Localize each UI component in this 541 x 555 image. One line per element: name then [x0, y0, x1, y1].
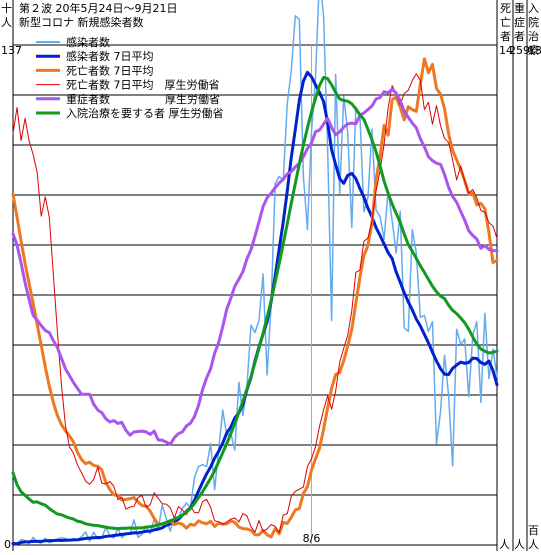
legend-label-deaths_mhlw: 死亡者数 7日平均 厚生労働省	[66, 78, 220, 92]
legend-label-hospital: 入院治療を要する者 厚生労働省	[66, 106, 224, 120]
right-unit-deaths: 人	[499, 538, 510, 551]
right-unit-hospital: 人	[528, 538, 539, 551]
x-tick-label: 8/6	[303, 532, 321, 545]
right-header-char: 症	[514, 15, 525, 29]
right-unit-hospital: 百	[528, 524, 539, 537]
series-line-cases_ma	[11, 70, 499, 546]
series-line-deaths_mhlw	[12, 73, 498, 534]
right-header-char: 重	[514, 1, 525, 15]
series-line-hospital	[11, 75, 499, 531]
y-tick-right-hospital: 137	[528, 44, 541, 57]
left-unit-char: 人	[1, 16, 12, 29]
right-header-char: 療	[528, 43, 539, 57]
right-header-char: 亡	[500, 15, 511, 29]
gridlines	[12, 0, 528, 551]
series-line-deaths_ma	[11, 57, 499, 539]
legend-label-cases: 感染者数	[66, 35, 110, 49]
right-unit-severe: 人	[514, 538, 525, 551]
right-header-char: 者	[514, 30, 525, 43]
y-tick-right-severe: 259	[509, 44, 530, 57]
right-header-char: 院	[528, 15, 539, 29]
legend-label-cases_ma: 感染者数 7日平均	[66, 49, 154, 63]
y-tick-left-min: 0	[4, 538, 11, 551]
series-line-severe	[11, 87, 499, 446]
chart-subtitle: 新型コロナ 新規感染者数	[19, 15, 144, 29]
series-line-cases	[12, 0, 498, 546]
legend-label-deaths_ma: 死亡者数 7日平均	[66, 63, 154, 77]
right-header-char: 死	[500, 2, 511, 15]
left-unit-char: 十	[1, 1, 12, 15]
right-header-char: 入	[528, 2, 539, 15]
right-header-char: 治	[528, 29, 539, 43]
series-layer	[11, 0, 499, 546]
y-tick-left-max: 137	[1, 44, 22, 57]
legend-label-severe: 重症者数 厚生労働省	[66, 92, 220, 106]
chart-title: 第２波 20年5月24日〜9月21日	[19, 1, 177, 15]
y-tick-right-deaths: 14	[499, 44, 513, 57]
right-header-char: 者	[500, 30, 511, 43]
